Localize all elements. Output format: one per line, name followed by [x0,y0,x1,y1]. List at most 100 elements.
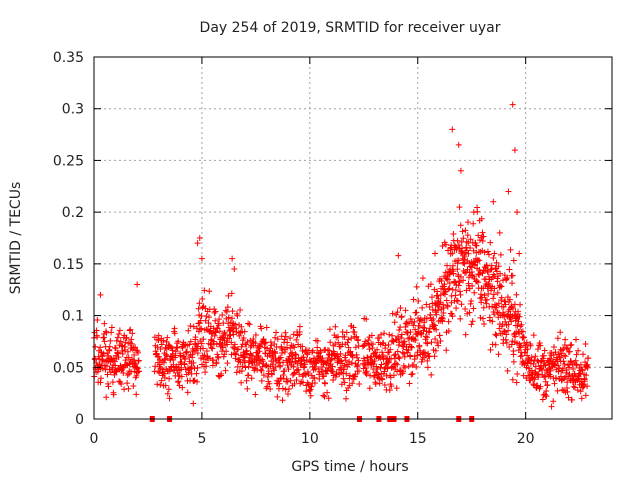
data-point [397,305,404,312]
data-point [444,262,451,269]
data-point [354,361,361,368]
data-point [203,313,210,320]
data-point [443,297,450,304]
data-point [190,323,197,330]
data-point [244,385,251,392]
data-point [426,353,433,360]
data-point [371,350,378,357]
data-point [514,314,521,321]
data-point [433,309,440,316]
data-point [535,371,542,378]
data-point [332,341,339,348]
data-point [388,383,395,390]
data-point [326,326,333,333]
data-point [560,358,567,365]
data-point [228,339,235,346]
data-point [434,339,441,346]
y-tick-label: 0.05 [53,360,84,376]
data-point [416,342,423,349]
data-point [551,380,558,387]
data-point [277,375,284,382]
data-point [553,375,560,382]
data-point [584,364,591,371]
data-point [448,292,455,299]
data-point [448,244,455,251]
data-point [415,297,422,304]
data-point [208,330,215,337]
x-tick-label: 10 [301,431,319,447]
data-point [286,358,293,365]
data-point [444,302,451,309]
data-point [459,228,466,235]
data-point [443,275,450,282]
data-point [164,334,171,341]
data-point [109,366,116,373]
data-point [342,357,349,364]
data-point [124,348,131,355]
data-point [353,363,360,370]
data-point [572,336,579,343]
data-point [452,292,459,299]
data-point [292,351,299,358]
data-point [455,141,462,148]
data-point [241,328,248,335]
data-point [567,375,574,382]
data-point [379,376,386,383]
data-point [161,356,168,363]
data-point [514,322,521,329]
data-point [242,364,249,371]
data-point [417,316,424,323]
data-point [492,265,499,272]
data-point [99,352,106,359]
data-point [508,303,515,310]
data-point [328,356,335,363]
data-point [577,388,584,395]
data-point [280,359,287,366]
data-point [380,352,387,359]
data-point [374,366,381,373]
data-point [188,364,195,371]
data-point [426,325,433,332]
data-point [189,351,196,358]
data-point [290,342,297,349]
data-point [463,287,470,294]
data-point [387,346,394,353]
data-point [258,377,265,384]
data-point [431,322,438,329]
data-point [160,359,167,366]
data-point [267,345,274,352]
data-point [466,309,473,316]
data-point [229,328,236,335]
data-point [378,361,385,368]
data-point [540,352,547,359]
data-point [477,314,484,321]
data-point [398,313,405,320]
data-point [175,338,182,345]
data-point [497,251,504,258]
y-tick-label: 0.15 [53,257,84,273]
data-point [325,395,332,402]
data-point [412,337,419,344]
data-point [175,378,182,385]
data-point [307,392,314,399]
data-point [369,345,376,352]
data-point [432,250,439,257]
x-axis-label: GPS time / hours [291,459,408,475]
data-point [579,367,586,374]
data-point [423,315,430,322]
data-point [243,377,250,384]
data-point [113,337,120,344]
data-point [457,222,464,229]
data-point [535,374,542,381]
data-point [516,328,523,335]
data-point [225,320,232,327]
data-point [346,372,353,379]
data-point [335,339,342,346]
data-point [123,334,130,341]
data-point [530,381,537,388]
data-point [452,286,459,293]
data-point [457,291,464,298]
data-point [274,336,281,343]
data-point [531,356,538,363]
data-point [307,386,314,393]
